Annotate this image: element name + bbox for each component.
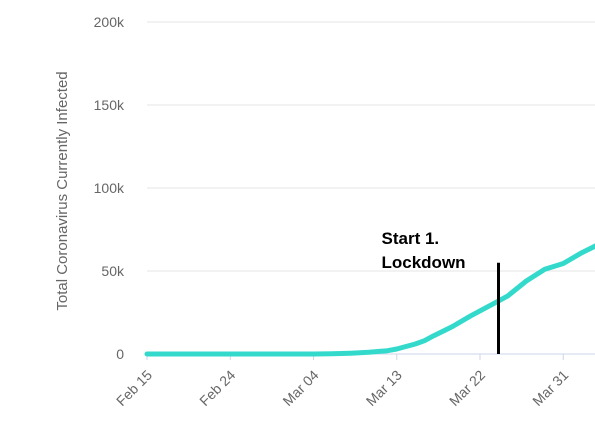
y-tick-label: 100k: [94, 180, 125, 196]
x-tick-label: Feb 15: [113, 367, 155, 409]
y-tick-label: 0: [116, 346, 124, 362]
x-tick-label: Mar 13: [363, 367, 405, 409]
series-layer: [144, 243, 595, 357]
series-line: [144, 243, 595, 357]
y-tick-label: 200k: [94, 14, 125, 30]
annotation-text: Start 1.: [382, 229, 440, 248]
annotation-layer: Start 1.LockdownEin Monatspäter: [382, 229, 500, 354]
y-tick-label: 150k: [94, 97, 125, 113]
y-axis-ticks: 0 50k 100k 150k 200k: [94, 14, 125, 362]
x-tick-label: Feb 24: [196, 367, 238, 409]
x-tick-label: Mar 04: [279, 367, 321, 409]
annotation-text: Lockdown: [382, 253, 466, 272]
grid-layer: [147, 21, 595, 355]
y-axis-title: Total Coronavirus Currently Infected: [54, 71, 71, 310]
x-tick-label: Mar 31: [529, 367, 571, 409]
y-tick-label: 50k: [101, 263, 125, 279]
x-tick-label: Mar 22: [446, 367, 488, 409]
